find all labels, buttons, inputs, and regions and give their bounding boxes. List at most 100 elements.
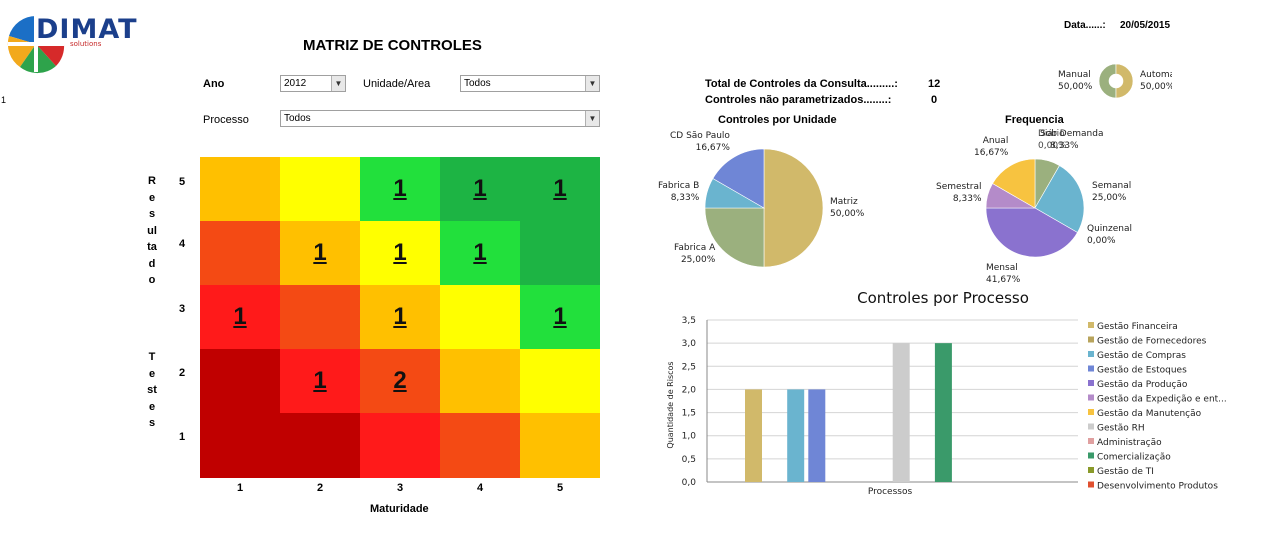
pie-unidade-slice	[712, 148, 765, 209]
y-axis-label-testes: Testes	[147, 351, 157, 429]
unidade-select[interactable]: Todos ▼	[460, 75, 600, 92]
bar	[892, 343, 910, 482]
legend-entry: Comercialização	[1097, 453, 1171, 463]
donut-slice	[1115, 63, 1134, 99]
date-label: Data......:	[1064, 20, 1106, 31]
matrix-cell	[440, 285, 520, 349]
matrix-cell-count[interactable]: 1	[393, 239, 407, 266]
slice-name: Mensal	[986, 263, 1018, 273]
matrix-cell-count[interactable]: 1	[233, 303, 247, 330]
pie-frequencia-chart	[985, 158, 1085, 258]
bar-y-axis-label: Quantidade de Riscos	[666, 361, 675, 448]
matrix-cell-count[interactable]: 1	[393, 303, 407, 330]
matrix-cell	[200, 413, 280, 478]
matrix-cell	[200, 349, 280, 413]
slice-name: CD São Paulo	[670, 131, 730, 141]
pie-label-semestral: Semestral 8,33%	[936, 181, 982, 205]
bar-y-tick: 3,0	[682, 339, 697, 349]
legend-entry: Gestão da Manutenção	[1097, 409, 1202, 419]
bar-y-tick: 0,5	[682, 455, 696, 465]
date-value: 20/05/2015	[1120, 20, 1171, 31]
pie-label-mensal: Mensal 41,67%	[986, 262, 1020, 286]
matrix-cell: 1	[360, 157, 440, 221]
slice-pct: 0,00%	[1087, 236, 1116, 246]
matrix-cell-count[interactable]: 1	[393, 175, 407, 202]
matrix-cell: 1	[520, 157, 600, 221]
matrix-cell-count[interactable]: 1	[553, 303, 567, 330]
bar	[745, 389, 762, 482]
legend-entry: Desenvolvimento Produtos	[1097, 482, 1218, 492]
donut-manual-pct: 50,00%	[1058, 82, 1093, 92]
y-tick: 1	[179, 431, 186, 443]
bar-y-tick: 1,5	[682, 409, 696, 419]
matrix-cell: 1	[280, 349, 360, 413]
total-controles-label: Total de Controles da Consulta.........:	[705, 78, 898, 90]
unidade-select-value: Todos	[464, 78, 491, 89]
bar-x-axis-label: Processos	[868, 487, 913, 497]
slice-pct: 16,67%	[695, 143, 730, 153]
bar-y-tick: 2,0	[682, 385, 697, 395]
slice-pct: 25,00%	[1092, 193, 1127, 203]
pie-label-cd-sao-paulo: CD São Paulo 16,67%	[670, 130, 730, 154]
matrix-cell: 1	[280, 221, 360, 285]
donut-label-manual: Manual 50,00%	[1058, 69, 1092, 93]
pie-label-fabrica-a: Fabrica A 25,00%	[674, 242, 715, 266]
legend-swatch	[1088, 365, 1094, 372]
chevron-down-icon[interactable]: ▼	[585, 76, 599, 91]
matrix-cell-count[interactable]: 1	[553, 175, 567, 202]
legend-entry: Gestão de Compras	[1097, 351, 1186, 361]
ano-select[interactable]: 2012 ▼	[280, 75, 346, 92]
slice-pct: 8,33%	[670, 193, 700, 203]
donut-auto-name: Automa	[1140, 70, 1172, 80]
donut-auto-pct: 50,00%	[1140, 82, 1172, 92]
matrix-cell-count[interactable]: 1	[313, 239, 327, 266]
x-tick: 3	[397, 482, 404, 494]
legend-entry: Gestão da Expedição e ent...	[1097, 395, 1227, 405]
matrix-cell	[280, 157, 360, 221]
matrix-cell: 1	[360, 285, 440, 349]
risk-matrix: 1 1 1 1 1 1 1 1 1 1 2	[200, 157, 600, 478]
matrix-cell	[440, 413, 520, 478]
legend-swatch	[1088, 452, 1094, 459]
bar-chart-controles-por-processo: Controles por Processo 0,0 0,5 1,0 1,5 2,0 2,…	[666, 289, 1227, 497]
legend-entry: Gestão de Fornecedores	[1097, 337, 1207, 347]
processo-select-value: Todos	[284, 113, 311, 124]
chevron-down-icon[interactable]: ▼	[331, 76, 345, 91]
x-axis-label: Maturidade	[370, 503, 429, 515]
slice-pct: 25,00%	[680, 255, 716, 265]
chevron-down-icon[interactable]: ▼	[585, 111, 599, 126]
x-tick: 4	[477, 482, 484, 494]
slice-name: Diário	[1038, 129, 1065, 139]
donut-manual-name: Manual	[1058, 70, 1091, 80]
pie-label-anual: Anual 16,67%	[974, 135, 1008, 159]
x-tick: 1	[237, 482, 244, 494]
legend-swatch	[1088, 380, 1094, 386]
ano-label: Ano	[203, 78, 225, 90]
processo-select[interactable]: Todos ▼	[280, 110, 600, 127]
matrix-cell	[520, 413, 600, 478]
pie-frequencia-slice	[992, 158, 1036, 209]
page-title: MATRIZ DE CONTROLES	[303, 37, 482, 54]
matrix-cell: 2	[360, 349, 440, 413]
pie-label-sob-demanda: Sob Demanda	[1040, 128, 1103, 140]
donut-label-auto: Automa 50,00%	[1140, 69, 1172, 93]
matrix-cell-count[interactable]: 1	[473, 239, 487, 266]
y-tick: 5	[179, 176, 186, 188]
pie-pct-sob-demanda: 8,33%	[1050, 141, 1079, 151]
matrix-cell-count[interactable]: 1	[473, 175, 487, 202]
pie-frequencia-title: Frequencia	[1005, 114, 1064, 126]
matrix-cell	[200, 221, 280, 285]
matrix-cell-count[interactable]: 2	[393, 367, 407, 394]
matrix-cell: 1	[440, 157, 520, 221]
matrix-cell-count[interactable]: 1	[313, 367, 327, 394]
bar	[808, 389, 826, 482]
slice-pct: 8,33%	[952, 194, 982, 204]
legend-swatch	[1088, 336, 1094, 343]
legend-entry: Gestão da Produção	[1097, 380, 1188, 390]
legend-entry: Gestão Financeira	[1097, 322, 1178, 332]
slice-name: Matriz	[830, 197, 858, 207]
slice-name: Quinzenal	[1087, 224, 1132, 234]
matrix-cell	[440, 349, 520, 413]
slice-pct: 16,67%	[974, 148, 1009, 158]
matrix-cell: 1	[520, 285, 600, 349]
